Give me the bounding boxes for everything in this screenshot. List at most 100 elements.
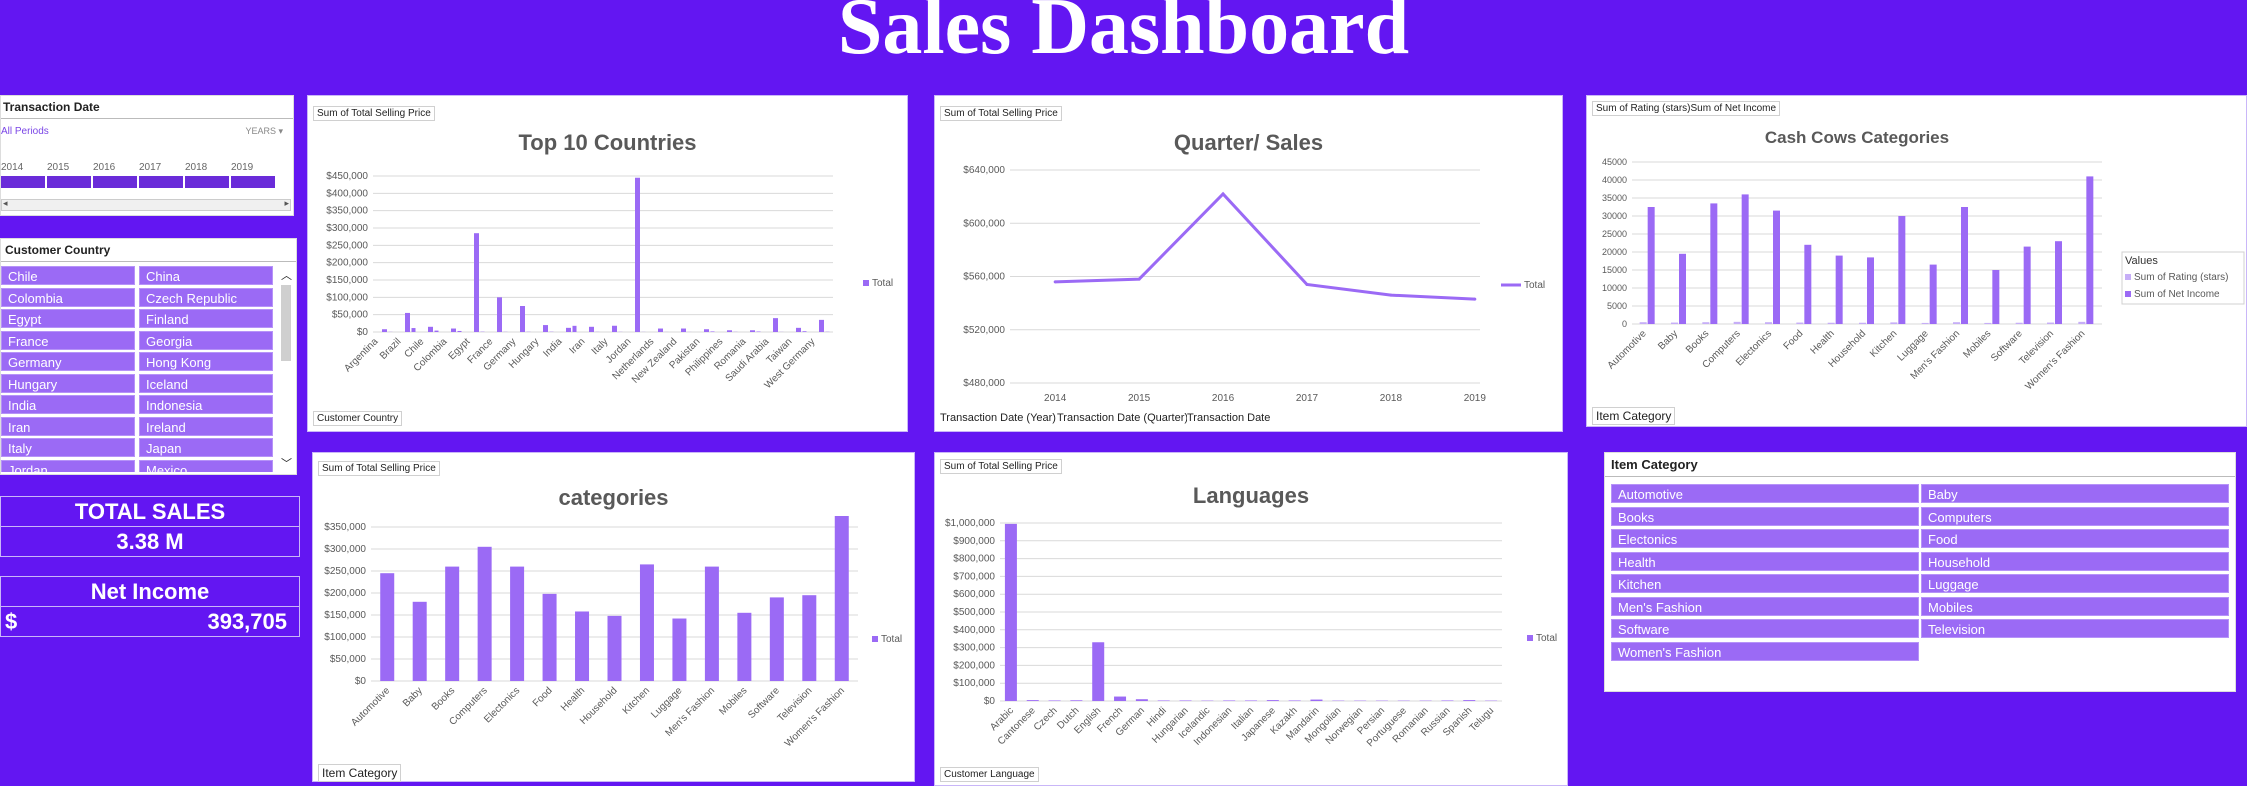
- axis-field-button[interactable]: Transaction Date (Quarter): [1057, 412, 1189, 424]
- data-point: [1389, 293, 1393, 297]
- country-tile[interactable]: Colombia: [1, 287, 135, 307]
- x-tick-label: Food: [531, 685, 555, 709]
- axis-field-button[interactable]: Item Category: [1592, 407, 1676, 425]
- value-field-button[interactable]: Sum of Total Selling Price: [940, 106, 1062, 121]
- year-period-bar[interactable]: [47, 176, 91, 188]
- total-sales-kpi: TOTAL SALES 3.38 M: [0, 496, 300, 557]
- year-period-bar[interactable]: [231, 176, 275, 188]
- axis-field-button[interactable]: Customer Country: [313, 411, 403, 426]
- country-tile[interactable]: Finland: [139, 309, 273, 328]
- year-period-bar[interactable]: [139, 176, 183, 188]
- slicer-scrollbar[interactable]: ︿ ﹀: [279, 267, 293, 471]
- scroll-up-icon[interactable]: ︿: [281, 270, 292, 282]
- axis-field-button[interactable]: Item Category: [318, 764, 402, 782]
- bar: [457, 330, 462, 332]
- value-field-button[interactable]: Sum of Rating (stars)Sum of Net Income: [1592, 101, 1781, 116]
- transaction-date-slicer[interactable]: Transaction Date All Periods YEARS ▾ 201…: [0, 95, 294, 216]
- quarter-sales-plot: $480,000 $520,000 $560,000 $600,000 $640,000…: [963, 165, 1545, 404]
- category-tile[interactable]: Food: [1921, 529, 2229, 548]
- scroll-thumb[interactable]: [281, 285, 291, 361]
- country-tile[interactable]: Germany: [1, 352, 135, 371]
- chart-title: Cash Cows Categories: [1764, 128, 1950, 147]
- country-tile[interactable]: Jordan: [1, 459, 135, 472]
- bar: [1070, 700, 1083, 701]
- bar: [1266, 700, 1279, 701]
- bar: [380, 573, 395, 681]
- category-tile[interactable]: Men's Fashion: [1611, 596, 1919, 616]
- top-countries-chart: Sum of Total Selling Price Top 10 Countr…: [307, 95, 908, 432]
- top-countries-plot: $0 $50,000 $100,000 $150,000 $200,000 $250,00…: [326, 171, 893, 391]
- bar: [2078, 321, 2086, 324]
- value-field-button[interactable]: Sum of Total Selling Price: [313, 106, 435, 121]
- country-tile[interactable]: Georgia: [139, 330, 273, 350]
- bar: [411, 328, 416, 332]
- category-tile[interactable]: Baby: [1921, 484, 2229, 503]
- country-tile[interactable]: Czech Republic: [139, 287, 273, 307]
- category-tile[interactable]: Women's Fashion: [1611, 641, 1919, 661]
- y-tick-label: 30000: [1602, 211, 1627, 221]
- bar: [543, 325, 548, 332]
- country-tile[interactable]: Iran: [1, 416, 135, 436]
- value-field-button[interactable]: Sum of Total Selling Price: [318, 461, 440, 476]
- country-tile[interactable]: Hong Kong: [139, 352, 273, 371]
- x-tick-label: Telugu: [1468, 705, 1497, 734]
- category-tile[interactable]: Television: [1921, 619, 2229, 638]
- data-point: [1221, 192, 1225, 196]
- category-tile[interactable]: Computers: [1921, 506, 2229, 526]
- category-tile[interactable]: Health: [1611, 551, 1919, 571]
- country-tile[interactable]: India: [1, 395, 135, 414]
- x-tick-label: Automotive: [1606, 328, 1649, 371]
- category-tile[interactable]: Mobiles: [1921, 596, 2229, 616]
- value-field-button[interactable]: Sum of Total Selling Price: [940, 459, 1062, 474]
- year-period-bar[interactable]: [185, 176, 229, 188]
- country-tiles: Chile China Colombia Czech Republic Egypt Fin…: [1, 266, 276, 472]
- axis-field-button[interactable]: Customer Language: [940, 767, 1039, 782]
- time-level-dropdown[interactable]: YEARS ▾: [245, 126, 283, 137]
- country-tile[interactable]: Japan: [139, 438, 273, 457]
- page-title: Sales Dashboard: [837, 0, 1410, 71]
- category-tile[interactable]: Automotive: [1611, 484, 1919, 503]
- country-tile[interactable]: France: [1, 330, 135, 350]
- category-tile[interactable]: Software: [1611, 619, 1919, 638]
- bar: [497, 297, 502, 332]
- category-tile[interactable]: Household: [1921, 551, 2229, 571]
- categories-plot: $0 $50,000 $100,000 $150,000 $200,000 $250,00…: [324, 516, 902, 749]
- country-tile[interactable]: Egypt: [1, 309, 135, 328]
- country-tile[interactable]: Ireland: [139, 416, 273, 436]
- bar: [1741, 194, 1749, 324]
- country-tile[interactable]: Mexico: [139, 459, 273, 472]
- bar: [1890, 322, 1898, 324]
- country-tile[interactable]: Hungary: [1, 373, 135, 393]
- category-tile[interactable]: Kitchen: [1611, 574, 1919, 593]
- country-tile[interactable]: Indonesia: [139, 395, 273, 414]
- y-tick-label: $900,000: [953, 536, 995, 547]
- x-tick-label: Books: [430, 685, 457, 712]
- category-tile[interactable]: Luggage: [1921, 574, 2229, 593]
- bar: [773, 318, 778, 332]
- y-tick-label: 45000: [1602, 157, 1627, 167]
- bar: [1867, 257, 1874, 324]
- year-period-bar[interactable]: [93, 176, 137, 188]
- legend-label: Total: [1536, 633, 1557, 644]
- bar: [1953, 322, 1960, 324]
- country-tile[interactable]: China: [139, 266, 273, 285]
- country-tile[interactable]: Iceland: [139, 373, 273, 393]
- scroll-left-icon[interactable]: ◂: [3, 198, 8, 208]
- timeline-scrollbar[interactable]: ◂ ▸: [1, 198, 291, 211]
- year-timeline[interactable]: 2014 2015 2016 2017 2018 2019: [1, 162, 281, 190]
- category-tile[interactable]: Books: [1611, 506, 1919, 526]
- scroll-down-icon[interactable]: ﹀: [281, 458, 292, 470]
- axis-field-button[interactable]: Transaction Date (Year): [940, 412, 1056, 424]
- customer-country-slicer[interactable]: Customer Country Chile China Colombia Czech…: [0, 238, 297, 475]
- scroll-right-icon[interactable]: ▸: [284, 198, 289, 208]
- languages-plot: $0 $100,000 $200,000 $300,000 $400,000 $500,0…: [945, 518, 1557, 749]
- y-tick-label: $100,000: [953, 678, 995, 689]
- category-tile[interactable]: Electonics: [1611, 529, 1919, 548]
- y-tick-label: $450,000: [326, 171, 368, 182]
- country-tile[interactable]: Chile: [1, 266, 135, 285]
- country-tile[interactable]: Italy: [1, 438, 135, 457]
- item-category-slicer[interactable]: Item Category Automotive Baby Books Compute…: [1604, 452, 2236, 692]
- year-period-bar[interactable]: [1, 176, 45, 188]
- year-label: 2014: [1, 162, 24, 173]
- axis-field-button[interactable]: Transaction Date: [1187, 412, 1271, 424]
